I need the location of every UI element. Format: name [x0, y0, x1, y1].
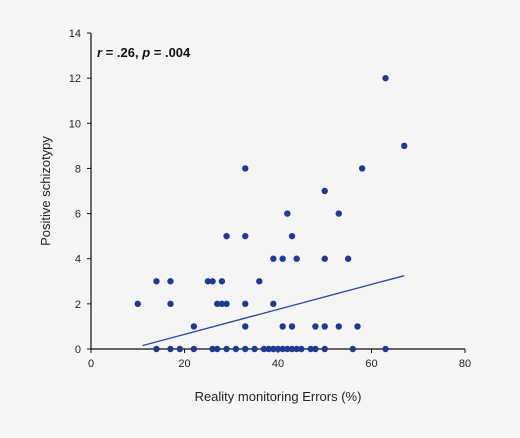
trendline	[142, 274, 405, 347]
y-tick-label: 12	[69, 73, 81, 85]
annotation-r-value: = .26,	[102, 45, 142, 60]
data-point	[279, 345, 286, 353]
data-point	[358, 165, 366, 172]
axes-layer	[90, 33, 465, 350]
data-point	[274, 345, 282, 353]
y-tick-label: 8	[75, 163, 81, 175]
y-tick-label: 10	[69, 118, 81, 130]
data-point	[382, 345, 389, 353]
data-point	[349, 345, 356, 353]
data-point	[214, 300, 221, 308]
data-point	[167, 300, 174, 308]
data-point	[298, 345, 305, 353]
data-point	[382, 74, 389, 82]
data-point	[288, 345, 296, 353]
y-tick-label: 0	[75, 344, 81, 356]
data-point	[401, 142, 408, 150]
data-point	[284, 210, 291, 217]
y-tick-label: 14	[69, 28, 81, 40]
data-point	[242, 232, 249, 240]
x-tick-label: 0	[88, 358, 94, 370]
data-point	[288, 323, 296, 330]
data-point	[293, 345, 300, 353]
data-point	[321, 323, 328, 330]
data-point	[265, 345, 272, 353]
x-tick-label: 40	[272, 358, 284, 370]
data-point	[242, 165, 249, 172]
data-point	[312, 345, 319, 353]
data-point	[256, 278, 263, 285]
data-point	[209, 345, 216, 353]
data-point	[354, 323, 361, 330]
data-point	[335, 323, 342, 330]
ticks-layer: 0 20 40 60 80 0 2 4 6 8 10 12 14	[69, 28, 471, 370]
data-point	[167, 345, 174, 353]
points-layer	[134, 74, 408, 353]
data-point	[167, 278, 174, 285]
data-point	[218, 300, 226, 308]
x-tick-label: 80	[459, 358, 471, 370]
data-point	[232, 345, 240, 353]
data-point	[270, 255, 277, 262]
annotation-r-label: r	[97, 45, 103, 60]
data-point	[223, 300, 230, 308]
data-point	[153, 345, 160, 353]
data-point	[293, 255, 300, 262]
data-point	[176, 345, 184, 353]
data-point	[321, 345, 328, 353]
y-axis-title: Positive schizotypy	[38, 136, 53, 246]
data-point	[270, 345, 277, 353]
data-point	[344, 255, 352, 262]
data-point	[260, 345, 268, 353]
data-point	[335, 210, 342, 217]
data-point	[153, 278, 160, 285]
x-axis-title: Reality monitoring Errors (%)	[195, 389, 362, 404]
data-point	[204, 278, 212, 285]
data-point	[209, 278, 216, 285]
y-tick-label: 6	[75, 209, 81, 221]
data-point	[223, 345, 230, 353]
x-tick-label: 60	[365, 358, 377, 370]
data-point	[190, 323, 198, 330]
y-tick-label: 4	[75, 254, 81, 266]
data-point	[242, 323, 249, 330]
data-point	[251, 345, 258, 353]
annotation-p-label: p	[141, 45, 150, 60]
data-point	[284, 345, 291, 353]
annotation-p-value: = .004	[150, 45, 191, 60]
data-point	[214, 345, 221, 353]
data-point	[279, 323, 286, 330]
data-point	[279, 255, 286, 262]
data-point	[218, 278, 226, 285]
data-point	[288, 232, 296, 240]
data-point	[242, 300, 249, 308]
data-point	[242, 345, 249, 353]
data-point	[312, 323, 319, 330]
data-point	[321, 187, 328, 195]
x-tick-label: 20	[178, 358, 190, 370]
data-point	[134, 300, 141, 308]
data-point	[321, 255, 328, 262]
correlation-annotation: r = .26, p = .004	[97, 45, 191, 60]
data-point	[223, 232, 230, 240]
y-tick-label: 2	[75, 299, 81, 311]
data-point	[270, 300, 277, 308]
data-point	[190, 345, 198, 353]
data-point	[307, 345, 314, 353]
